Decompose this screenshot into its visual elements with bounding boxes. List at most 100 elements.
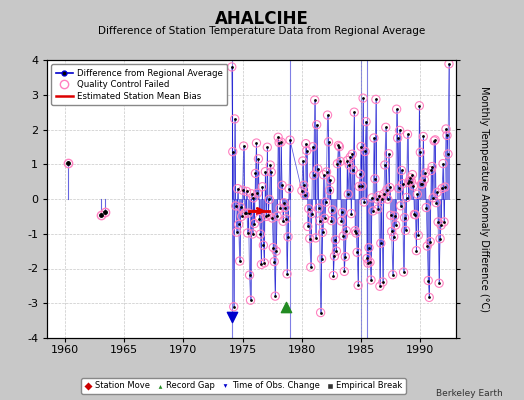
Point [367, 277, 375, 283]
Point [332, 248, 341, 254]
Point [441, 184, 449, 190]
Point [325, 187, 334, 194]
Point [322, 169, 331, 175]
Point [423, 243, 431, 249]
Point [440, 219, 448, 225]
Point [426, 238, 434, 245]
Point [365, 244, 373, 251]
Point [428, 163, 436, 170]
Point [279, 218, 287, 224]
Point [344, 191, 353, 197]
Point [277, 139, 286, 145]
Point [257, 261, 266, 268]
Point [265, 196, 274, 203]
Point [248, 231, 257, 237]
Point [273, 213, 281, 220]
Point [439, 160, 447, 167]
Point [337, 218, 345, 224]
Point [261, 168, 269, 175]
Point [305, 235, 314, 242]
Point [362, 118, 370, 125]
Point [309, 144, 317, 150]
Point [346, 154, 354, 160]
Point [431, 137, 439, 143]
Point [309, 144, 317, 150]
Point [419, 133, 428, 140]
Point [389, 234, 398, 240]
Point [331, 236, 340, 243]
Point [392, 106, 401, 112]
Point [409, 183, 418, 189]
Point [427, 167, 435, 174]
Point [386, 184, 394, 191]
Point [436, 236, 444, 242]
Point [433, 189, 441, 196]
Point [314, 205, 323, 211]
Point [364, 260, 372, 266]
Point [284, 234, 292, 240]
Point [374, 206, 382, 212]
Point [318, 256, 326, 262]
Point [394, 135, 402, 141]
Point [415, 102, 423, 109]
Point [247, 191, 256, 197]
Point [334, 142, 343, 149]
Point [282, 304, 291, 310]
Point [304, 206, 313, 212]
Point [388, 228, 396, 235]
Point [350, 109, 358, 115]
Point [336, 158, 345, 165]
Point [432, 199, 440, 206]
Point [232, 203, 240, 209]
Point [410, 211, 419, 218]
Point [278, 182, 286, 188]
Point [375, 192, 383, 199]
Point [227, 64, 236, 70]
Point [380, 162, 389, 168]
Point [318, 256, 326, 262]
Point [381, 124, 390, 130]
Point [390, 213, 399, 219]
Point [281, 204, 289, 211]
Point [395, 185, 403, 192]
Point [276, 205, 285, 211]
Point [388, 228, 396, 235]
Point [422, 204, 430, 211]
Point [361, 148, 369, 155]
Point [357, 143, 365, 150]
Point [232, 203, 240, 209]
Point [256, 231, 265, 237]
Point [364, 260, 372, 266]
Point [390, 213, 399, 219]
Point [260, 260, 268, 266]
Point [418, 181, 427, 187]
Point [321, 199, 330, 205]
Point [286, 137, 294, 143]
Point [379, 279, 387, 285]
Point [403, 131, 412, 138]
Point [310, 172, 318, 178]
Point [356, 171, 364, 177]
Point [334, 142, 343, 149]
Point [302, 140, 310, 147]
Point [341, 254, 350, 260]
Point [358, 183, 366, 189]
Point [371, 176, 379, 182]
Point [278, 182, 286, 188]
Point [385, 150, 393, 157]
Point [424, 277, 432, 284]
Point [315, 218, 324, 224]
Point [233, 229, 241, 235]
Point [233, 229, 241, 235]
Point [434, 219, 442, 225]
Point [274, 134, 282, 140]
Point [366, 259, 374, 266]
Point [242, 210, 250, 216]
Point [273, 213, 281, 220]
Point [252, 170, 260, 177]
Point [264, 212, 272, 218]
Legend: Station Move, Record Gap, Time of Obs. Change, Empirical Break: Station Move, Record Gap, Time of Obs. C… [81, 378, 406, 394]
Point [408, 171, 417, 178]
Point [406, 175, 414, 181]
Point [307, 264, 315, 270]
